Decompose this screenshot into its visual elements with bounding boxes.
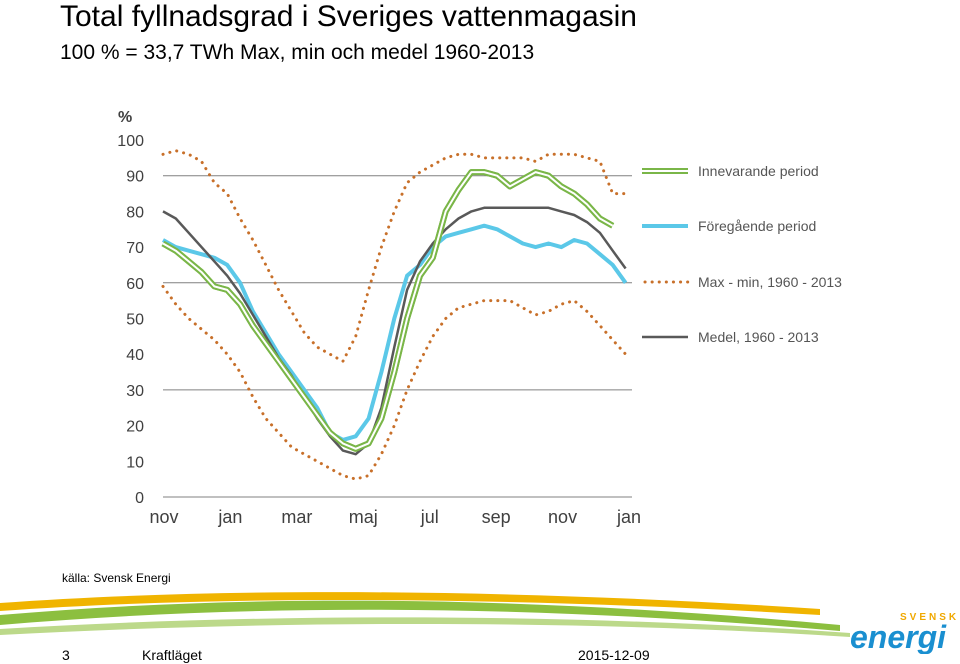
source-note: källa: Svensk Energi [62, 571, 171, 585]
y-tick-label: 100 [117, 133, 144, 150]
x-tick-label: jul [420, 507, 439, 527]
legend-item: Föregående period [642, 218, 816, 234]
chart-svg: 0 10 20 30 40 50 60 70 80 90 100 nov jan mar maj jul se… [117, 109, 842, 527]
y-tick-label: 90 [126, 169, 144, 186]
y-tick-label: 50 [126, 312, 144, 329]
y-tick-label: 60 [126, 276, 144, 293]
legend-label: Max - min, 1960 - 2013 [698, 274, 842, 290]
y-tick-label: 40 [126, 347, 144, 364]
y-tick-label: 30 [126, 383, 144, 400]
y-tick-label: 10 [126, 454, 144, 471]
y-tick-labels: 0 10 20 30 40 50 60 70 80 90 100 [117, 133, 144, 507]
series-min [161, 284, 628, 481]
x-tick-label: maj [349, 507, 378, 527]
x-tick-label: jan [616, 507, 641, 527]
x-tick-label: mar [281, 507, 312, 527]
swoosh-light [0, 617, 850, 637]
chart-subtitle: 100 % = 33,7 TWh Max, min och medel 1960… [60, 41, 535, 64]
swoosh-green [0, 600, 840, 631]
x-tick-label: jan [217, 507, 242, 527]
y-tick-label: 20 [126, 419, 144, 436]
legend-label: Medel, 1960 - 2013 [698, 329, 819, 345]
x-tick-label: sep [482, 507, 511, 527]
logo-main-text: energi [850, 619, 947, 654]
y-axis-label: % [118, 109, 132, 126]
legend-label: Innevarande period [698, 163, 819, 179]
x-tick-labels: nov jan mar maj jul sep nov jan [149, 507, 641, 527]
footer-label: Kraftläget [142, 647, 202, 663]
brand-swoosh-graphic [0, 592, 850, 637]
chart-title: Total fyllnadsgrad i Sveriges vattenmaga… [60, 0, 637, 33]
series-current-top-outer [161, 169, 615, 452]
page-number: 3 [62, 647, 70, 663]
svensk-energi-logo: SVENSK energi [850, 612, 959, 654]
footer-date: 2015-12-09 [578, 647, 650, 663]
y-tick-label: 0 [135, 490, 144, 507]
x-tick-label: nov [548, 507, 577, 527]
y-tick-label: 70 [126, 240, 144, 257]
x-tick-label: nov [149, 507, 178, 527]
series-innevarande-period-inner [162, 171, 614, 450]
swoosh-orange [0, 592, 820, 615]
legend-item: Innevarande period [642, 163, 819, 179]
series-f-reg-ende-period [162, 223, 628, 442]
series-current-top-inner [162, 171, 614, 450]
series-max [161, 149, 628, 364]
legend-item: Max - min, 1960 - 2013 [643, 274, 842, 290]
chart-lines [161, 149, 628, 481]
legend-item: Medel, 1960 - 2013 [642, 329, 819, 345]
series-medel-1960-2013 [162, 206, 627, 456]
legend-label: Föregående period [698, 218, 816, 234]
y-tick-label: 80 [126, 204, 144, 221]
series-innevarande-period-outer [161, 169, 615, 452]
legend: Innevarande period Föregående period Max -… [642, 163, 842, 345]
logo-top-text: SVENSK [900, 612, 959, 623]
